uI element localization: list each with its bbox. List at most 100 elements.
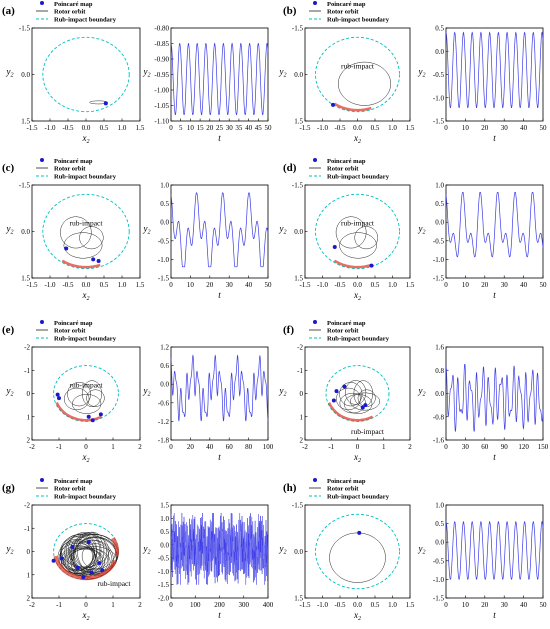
panel-a-rotor-orbit	[89, 100, 108, 105]
panel-g-poincare-point	[81, 575, 86, 580]
panel-f-poincare-point	[342, 384, 347, 389]
panel-h-orbit-xtick-label: 0.0	[353, 601, 362, 609]
panel-e-legend-poincare-marker	[40, 320, 44, 324]
panel-a-orbit-ytick-label: 1.5	[21, 118, 30, 126]
panel-g-wave-ytick-label: -1.5	[158, 581, 170, 589]
panel-d-poincare-point	[332, 245, 337, 249]
panel-d-rub-contact	[333, 259, 372, 269]
panel-f-legend-poincare: Poincaré map	[327, 320, 366, 327]
panel-g-rotor-orbit	[75, 532, 105, 570]
panel-d-wave-xtick-label: 20	[481, 281, 489, 289]
panel-d-poincare-point	[369, 263, 374, 268]
panel-b-wave-xtick-label: 50	[540, 124, 548, 132]
panel-a-legend-poincare-marker	[40, 1, 44, 5]
panel-h-wave-xtick-label: 40	[520, 601, 528, 609]
panel-a-wave-ytick-label: -1.05	[154, 102, 169, 110]
panel-g-poincare-point	[51, 558, 56, 563]
panel-h-orbit-xtick-label: -0.5	[334, 601, 346, 609]
panel-b-wave-ytick-label: -1.5	[433, 118, 445, 126]
panel-d-orbit-xtick-label: 0.0	[353, 281, 362, 289]
panel-h-rub-boundary	[315, 513, 400, 590]
panel-f-orbit-ytick-label: 2	[300, 437, 304, 445]
panel-c-orbit-xtick-label: -1.0	[44, 281, 56, 289]
panel-a-orbit-xtick-label: 1.5	[136, 124, 145, 132]
panel-a-wave-xtick-label: 0	[169, 124, 173, 132]
panel-d-orbit-frame	[304, 184, 411, 279]
panel-f-wave-ylabel: y2	[418, 386, 426, 398]
panel-e-wave-ylabel: y2	[143, 386, 151, 398]
panel-d-legend-poincare: Poincaré map	[327, 158, 366, 165]
panel-d-wave-xtick-label: 0	[444, 281, 448, 289]
panel-e-wave-ytick-label: -0.6	[158, 399, 170, 407]
panel-c-wave-ytick-label: 0.5	[160, 200, 169, 208]
panel-h-orbit-xtick-label: 0.5	[371, 601, 380, 609]
panel-c-legend-poincare: Poincaré map	[54, 158, 93, 165]
panel-f-label: (f)	[283, 324, 294, 336]
panel-d-rotor-orbit	[339, 232, 377, 259]
panel-f-wave-xtick-label: 30	[462, 443, 470, 451]
panel-a-label: (a)	[2, 5, 15, 17]
panel-f-wave-xtick-label: 90	[501, 443, 509, 451]
panel-f-rotor-orbit	[345, 380, 367, 405]
panel-b-wave-xlabel: t	[493, 133, 496, 143]
panel-a-orbit-ytick-label: -1.5	[19, 25, 31, 33]
panel-h-wave-ytick-label: -0.5	[433, 557, 445, 565]
panel-d-wave-ytick-label: 1.0	[435, 182, 444, 190]
panel-h-wave-ytick-label: 1.0	[435, 502, 444, 510]
panel-g-legend-boundary: Rub-impact boundary	[54, 494, 117, 501]
panel-e-orbit-ytick-label: -1	[24, 367, 30, 375]
panel-b-wave-xtick-label: 40	[520, 124, 528, 132]
panel-a-wave-xtick-label: 5	[179, 124, 183, 132]
panel-c-poincare-point	[64, 246, 69, 251]
panel-e-rotor-orbit	[67, 382, 91, 407]
panel-f-orbit-xtick-label: -1	[328, 443, 334, 451]
panel-d-legend-boundary: Rub-impact boundary	[327, 174, 390, 181]
panel-e-orbit-ytick-label: 2	[27, 437, 31, 445]
panel-f-wave-xtick-label: 60	[481, 443, 489, 451]
panel-d-wave-ytick-label: -1.5	[433, 275, 445, 283]
panel-a-orbit-xtick-label: -1.0	[44, 124, 56, 132]
panel-h-orbit-frame	[304, 504, 411, 599]
panel-h-orbit-ytick-label: -1.5	[292, 502, 304, 510]
panel-g-wave-ytick-label: -0.5	[158, 555, 170, 563]
panel-c-wave-xtick-label: 40	[245, 281, 253, 289]
panel-h-orbit-xtick-label: 1.0	[388, 601, 397, 609]
panel-g-wave-xtick-label: 200	[214, 601, 225, 609]
panel-e-wave-frame	[170, 346, 269, 441]
panel-b-orbit-xtick-label: 1.0	[388, 124, 397, 132]
panel-c-legend-boundary: Rub-impact boundary	[54, 174, 117, 181]
panel-a-orbit-xtick-label: 1.0	[118, 124, 127, 132]
panel-a-wave-xtick-label: 30	[226, 124, 234, 132]
panel-c-orbit-ytick-label: -1.5	[19, 182, 31, 190]
panel-f-orbit-xtick-label: 2	[408, 443, 412, 451]
panel-b-wave-ytick-label: -1.0	[433, 94, 445, 102]
panel-c-wave-ylabel: y2	[143, 224, 151, 236]
panel-e-orbit-frame	[31, 346, 141, 441]
panel-d-wave-ytick-label: -1.0	[433, 256, 445, 264]
panel-c-wave-xtick-label: 10	[187, 281, 195, 289]
panel-e-legend-poincare: Poincaré map	[54, 320, 93, 327]
panel-h-wave-xtick-label: 10	[462, 601, 470, 609]
panel-d-orbit-ytick-label: -1.5	[292, 182, 304, 190]
panel-h-wave-xtick-label: 30	[501, 601, 509, 609]
panel-d-rotor-orbit	[335, 216, 367, 249]
panel-e-legend-boundary: Rub-impact boundary	[54, 336, 117, 343]
panel-b-orbit-frame	[304, 27, 411, 122]
panel-c-wave-ytick-label: -1.0	[158, 256, 170, 264]
panel-c-orbit-xtick-label: 0.5	[100, 281, 109, 289]
panel-g-orbit-xtick-label: 0	[84, 601, 88, 609]
panel-d-orbit-xtick-label: -1.0	[317, 281, 329, 289]
panel-a-wave-xtick-label: 10	[187, 124, 195, 132]
panel-b-orbit-xlabel: x2	[353, 133, 361, 145]
panel-f-orbit-xtick-label: 0	[356, 443, 360, 451]
panel-f-wave-xtick-label: 120	[518, 443, 529, 451]
panel-g-orbit-xlabel: x2	[82, 610, 90, 622]
panel-e-orbit-xtick-label: -1	[56, 443, 62, 451]
panel-c-poincare-point	[96, 258, 101, 263]
panel-b-wave-ylabel: y2	[418, 67, 426, 79]
panel-c-legend-poincare-marker	[40, 158, 44, 162]
panel-a-orbit-frame	[31, 27, 141, 122]
panel-b-orbit-xtick-label: 1.5	[406, 124, 415, 132]
panel-f-orbit-xtick-label: -2	[302, 443, 308, 451]
